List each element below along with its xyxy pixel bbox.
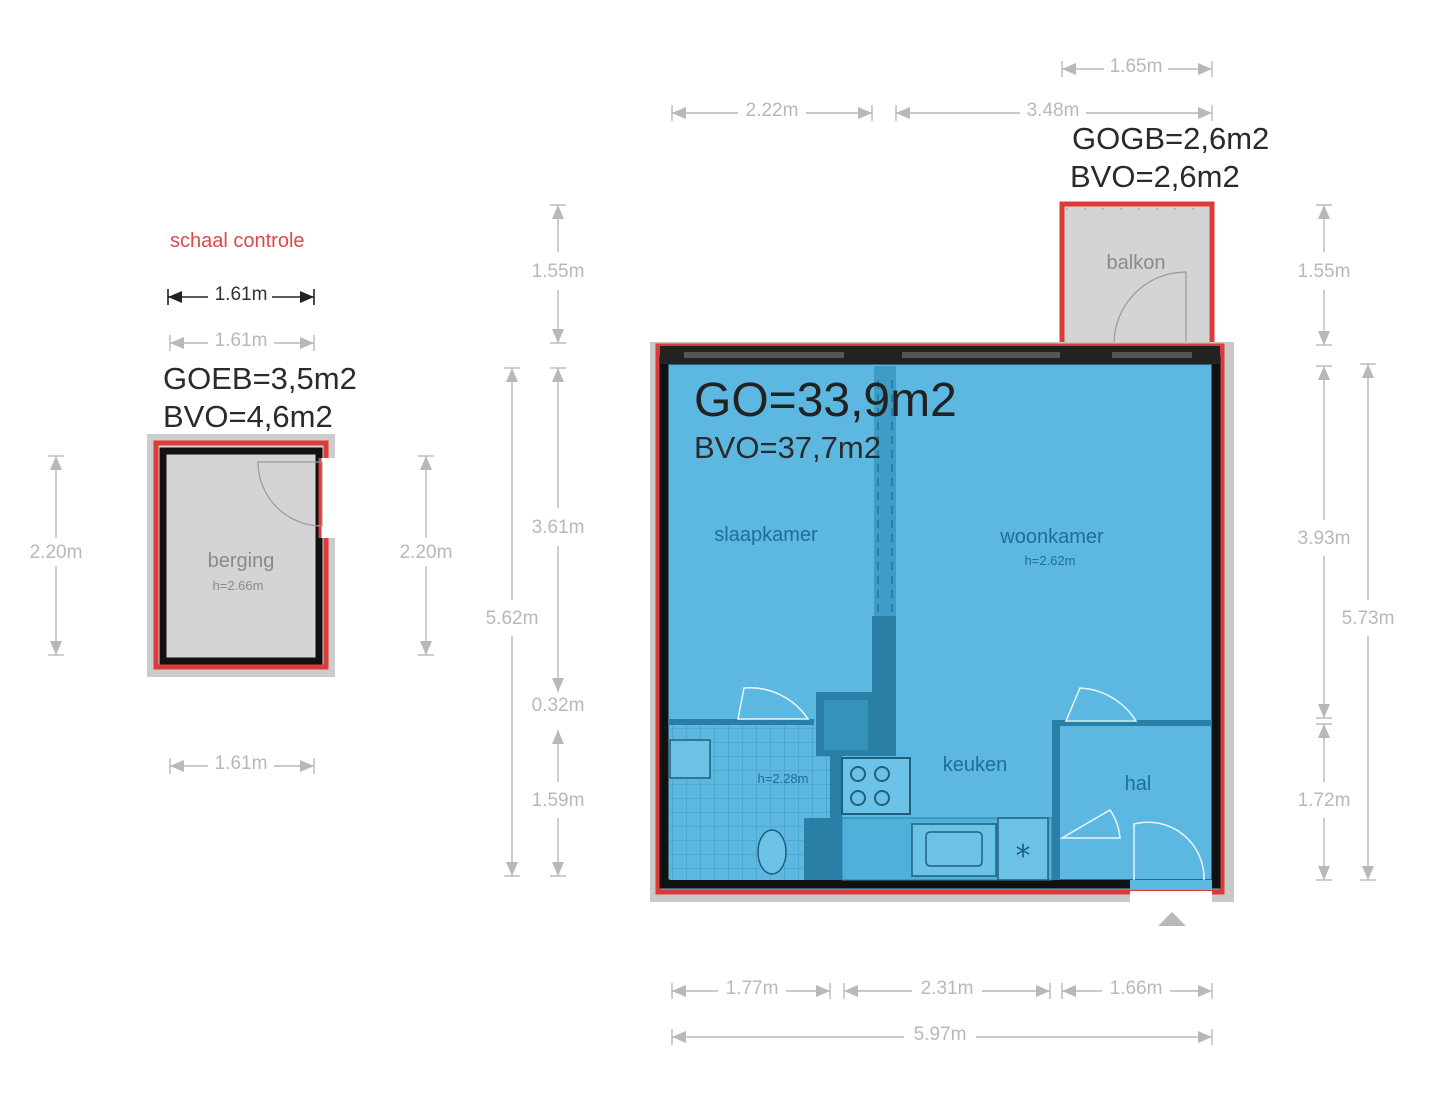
storage-dim-right-label: 2.20m bbox=[400, 542, 453, 563]
storage-goeb: GOEB=3,5m2 bbox=[163, 361, 357, 396]
balcony-room-label: balkon bbox=[1107, 252, 1166, 274]
apartment-plan: * bbox=[650, 342, 1234, 903]
storage-dim-bottom-label: 1.61m bbox=[215, 753, 268, 774]
balcony-gogb: GOGB=2,6m2 bbox=[1072, 121, 1269, 156]
apt-dim-bottom-total: 5.97m bbox=[671, 1024, 1213, 1045]
apt-dim-left-upper: 3.61m bbox=[532, 367, 585, 692]
balcony-dim-width-label: 1.65m bbox=[1110, 56, 1163, 77]
storage-dim-left: 2.20m bbox=[30, 455, 83, 656]
storage-dim-bottom: 1.61m bbox=[169, 753, 315, 774]
balcony-dim-left: 1.55m bbox=[532, 204, 585, 344]
balcony-dim-right-label: 1.55m bbox=[1298, 261, 1351, 282]
balcony-bvo: BVO=2,6m2 bbox=[1070, 159, 1240, 194]
apt-dim-left-upper-label: 3.61m bbox=[532, 517, 585, 538]
apt-dim-right-lower: 1.72m bbox=[1298, 723, 1351, 881]
balcony-room: balkon bbox=[1059, 201, 1215, 349]
apt-dim-left-lower-label: 1.59m bbox=[532, 790, 585, 811]
apt-dim-bottom-b: 2.31m bbox=[843, 978, 1051, 999]
room-label-living: woonkamer bbox=[999, 526, 1104, 548]
apt-dim-top-left: 2.22m bbox=[671, 100, 873, 121]
svg-text:*: * bbox=[1016, 839, 1031, 874]
storage-dim-right: 2.20m bbox=[400, 455, 453, 656]
storage-dim-top-label: 1.61m bbox=[215, 330, 268, 351]
apt-dim-bottom-a: 1.77m bbox=[671, 978, 831, 999]
scale-check-title: schaal controle bbox=[170, 230, 305, 252]
apt-dim-top-right: 3.48m bbox=[895, 100, 1213, 121]
apt-dim-right-upper-label: 3.93m bbox=[1298, 528, 1351, 549]
apt-dim-left-total: 5.62m bbox=[486, 367, 539, 877]
room-label-bedroom: slaapkamer bbox=[714, 524, 818, 546]
apt-dim-bottom-c: 1.66m bbox=[1061, 978, 1213, 999]
apartment-go: GO=33,9m2 bbox=[694, 374, 957, 427]
room-label-kitchen: keuken bbox=[943, 754, 1008, 776]
balcony-dim-right: 1.55m bbox=[1298, 204, 1351, 346]
balcony-dim-width: 1.65m bbox=[1061, 56, 1213, 77]
storage-dim-left-label: 2.20m bbox=[30, 542, 83, 563]
living-height-label: h=2.62m bbox=[1025, 553, 1076, 568]
scale-reference-label: 1.61m bbox=[215, 284, 268, 305]
storage-bvo: BVO=4,6m2 bbox=[163, 399, 333, 434]
storage-height-label: h=2.66m bbox=[213, 578, 264, 593]
apt-dim-left-total-label: 5.62m bbox=[486, 608, 539, 629]
scale-reference-dimension: 1.61m bbox=[167, 284, 315, 305]
apt-dim-right-lower-label: 1.72m bbox=[1298, 790, 1351, 811]
apt-dim-bottom-b-label: 2.31m bbox=[921, 978, 974, 999]
apt-dim-bottom-a-label: 1.77m bbox=[726, 978, 779, 999]
storage-dim-top: 1.61m bbox=[169, 330, 315, 351]
entrance-arrow-icon bbox=[1158, 912, 1186, 926]
apartment-bvo: BVO=37,7m2 bbox=[694, 430, 881, 465]
apt-dim-bottom-total-label: 5.97m bbox=[914, 1024, 967, 1045]
storage-room: berging h=2.66m bbox=[147, 434, 336, 677]
room-label-hall: hal bbox=[1125, 773, 1152, 795]
bathroom-height-label: h=2.28m bbox=[758, 771, 809, 786]
apt-dim-right-total: 5.73m bbox=[1342, 363, 1395, 881]
apt-dim-right-total-label: 5.73m bbox=[1342, 608, 1395, 629]
apt-dim-left-mid-label: 0.32m bbox=[532, 695, 585, 716]
apt-dim-top-left-label: 2.22m bbox=[746, 100, 799, 121]
apt-dim-bottom-c-label: 1.66m bbox=[1110, 978, 1163, 999]
apt-dim-top-right-label: 3.48m bbox=[1027, 100, 1080, 121]
apt-dim-left-lower: 1.59m bbox=[532, 730, 585, 877]
apt-dim-left-mid: 0.32m bbox=[532, 695, 585, 716]
apt-dim-right-upper: 3.93m bbox=[1298, 365, 1351, 719]
balcony-dim-left-label: 1.55m bbox=[532, 261, 585, 282]
storage-room-label: berging bbox=[208, 550, 275, 572]
